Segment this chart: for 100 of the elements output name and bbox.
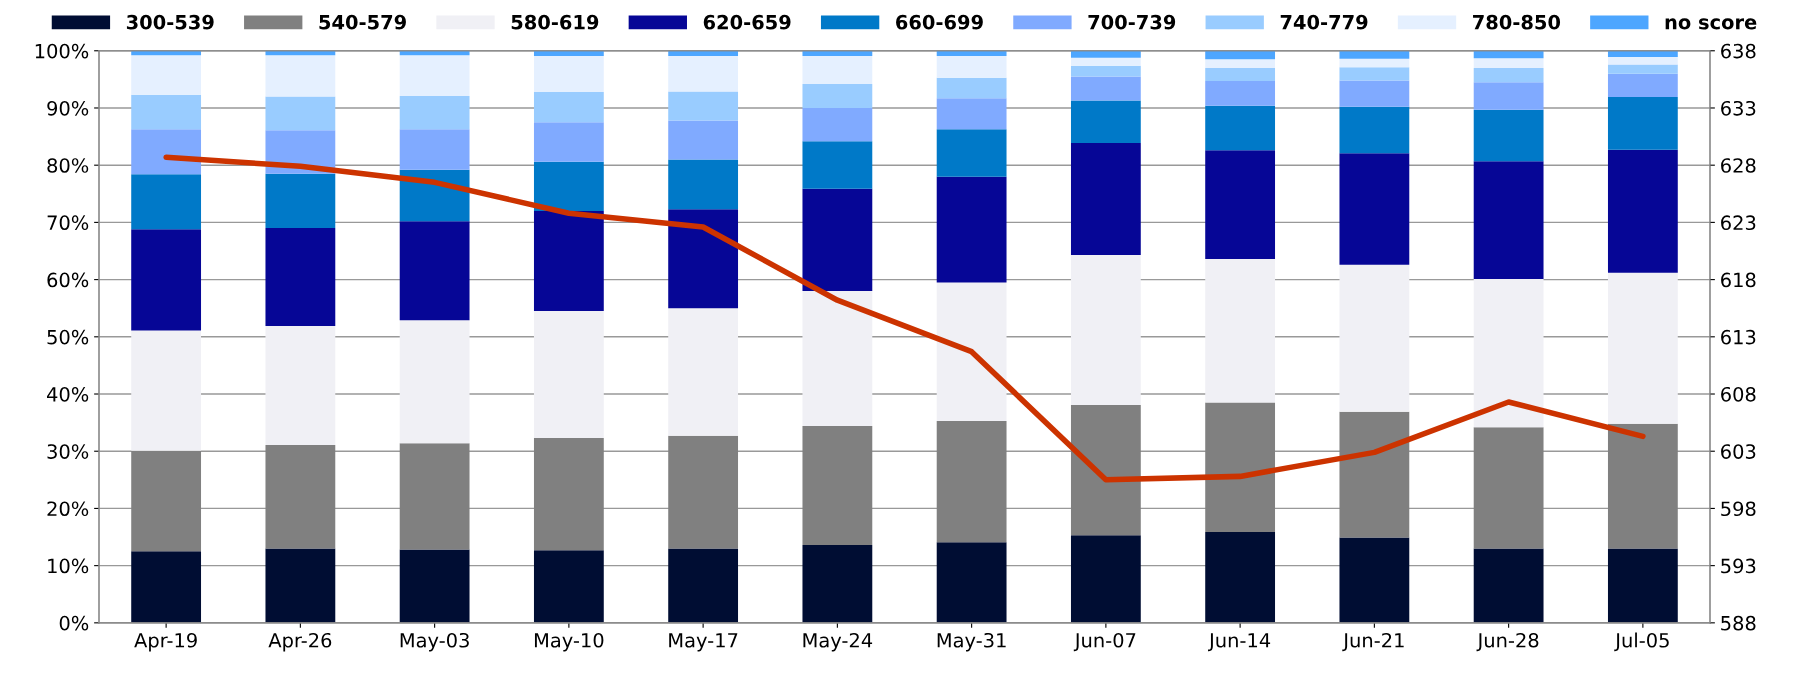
y2-tick-label: 633 [1721, 100, 1756, 116]
legend-label: 780-850 [1473, 14, 1561, 30]
bar [1473, 161, 1544, 280]
bar [936, 176, 1007, 283]
bar [1607, 548, 1678, 623]
bar [1473, 50, 1544, 59]
bar [802, 426, 873, 546]
y-tick-label: 90% [47, 100, 89, 116]
bar [1607, 57, 1678, 65]
y2-tick-label: 618 [1721, 272, 1756, 288]
bar [802, 141, 873, 189]
x-tick-label: May-31 [937, 632, 1006, 652]
bar [802, 83, 873, 108]
bar [1607, 272, 1678, 424]
x-tick-label: May-03 [400, 632, 469, 652]
y-tick-label: 10% [48, 558, 89, 574]
bar [399, 55, 470, 96]
y-tick-label: 0% [59, 615, 89, 631]
bar [668, 55, 739, 92]
bar [533, 161, 604, 211]
y-tick-label: 80% [47, 158, 89, 173]
bar [533, 55, 604, 92]
bar [668, 209, 739, 309]
y2-tick-label: 603 [1721, 444, 1756, 459]
x-tick-label: Jul-05 [1614, 632, 1669, 652]
bar [265, 96, 336, 131]
bar [668, 435, 739, 549]
bar [131, 174, 202, 230]
bar [1070, 142, 1141, 255]
y-tick-label: 20% [47, 501, 89, 517]
bar [1205, 81, 1276, 106]
bar [399, 95, 470, 130]
bar [1339, 411, 1410, 538]
legend-label: 660-699 [896, 14, 983, 30]
bar [1339, 67, 1410, 81]
y-tick-label: 60% [47, 272, 89, 288]
bar [399, 320, 470, 444]
y2-tick-label: 608 [1721, 386, 1756, 402]
bar [1607, 64, 1678, 74]
bar [1205, 59, 1276, 68]
bar [1473, 548, 1544, 623]
bar [1473, 279, 1544, 428]
bar [533, 438, 604, 551]
bar [668, 548, 739, 623]
bar [265, 173, 336, 229]
bar [265, 548, 336, 623]
legend-label: no score [1665, 18, 1757, 30]
bar [533, 210, 604, 312]
bar [1070, 535, 1141, 623]
bar [1339, 106, 1410, 154]
bar [533, 122, 604, 162]
bar [533, 50, 604, 56]
bar [265, 444, 336, 549]
bar [131, 551, 202, 623]
bar [1070, 404, 1141, 536]
y-tick-label: 40% [47, 386, 89, 402]
legend-label: 620-659 [703, 14, 791, 30]
bar [668, 50, 739, 56]
y-tick-label: 30% [47, 444, 89, 459]
bar [1473, 109, 1544, 162]
bar [533, 91, 604, 123]
y2-tick-label: 623 [1721, 215, 1756, 231]
bar [1473, 427, 1544, 549]
bar [265, 325, 336, 445]
bar [1607, 50, 1678, 58]
bar [131, 55, 202, 95]
y-tick-label: 50% [47, 329, 89, 345]
bar [1070, 100, 1141, 143]
bar [668, 159, 739, 210]
bar [1339, 264, 1410, 412]
bar [1070, 65, 1141, 77]
legend-label: 740-779 [1280, 14, 1368, 30]
bar [802, 50, 873, 56]
legend-label: 300-539 [126, 14, 214, 30]
bar [936, 50, 1007, 56]
x-tick-label: Jun-21 [1342, 632, 1404, 652]
bar [936, 98, 1007, 130]
bar [1607, 149, 1678, 273]
bar [668, 308, 739, 436]
bar [131, 229, 202, 331]
bar [936, 55, 1007, 78]
x-tick-label: May-10 [534, 632, 604, 652]
bar [1070, 76, 1141, 101]
x-tick-label: May-17 [669, 633, 738, 652]
y-tick-label: 100% [35, 43, 89, 59]
bar [802, 107, 873, 142]
bar [802, 545, 873, 623]
bar [1070, 255, 1141, 405]
bar [131, 450, 202, 552]
bar [802, 188, 873, 292]
x-tick-label: Apr-19 [134, 632, 197, 652]
x-tick-label: Apr-26 [268, 632, 332, 652]
bar [1205, 67, 1276, 82]
bar [265, 228, 336, 326]
bar [1339, 537, 1410, 623]
legend-label: 700-739 [1088, 14, 1176, 30]
bar [936, 542, 1007, 623]
y2-tick-label: 628 [1721, 158, 1756, 173]
bar [399, 221, 470, 321]
bar [1205, 150, 1276, 260]
